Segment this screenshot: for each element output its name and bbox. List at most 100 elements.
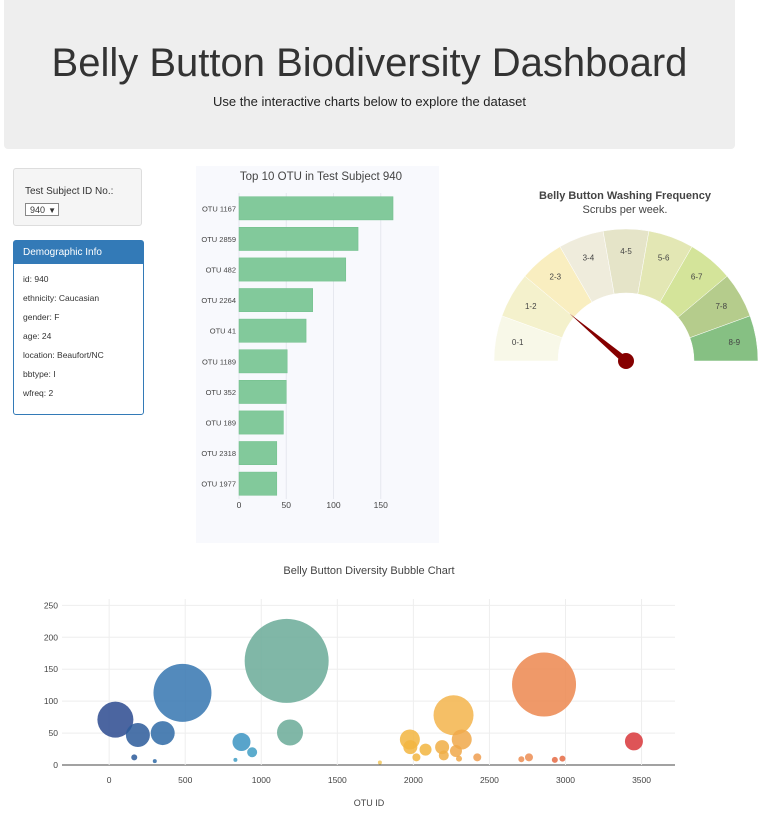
demographic-row: location: Beaufort/NC <box>23 350 104 360</box>
gauge-segment-label: 8-9 <box>729 338 741 347</box>
gauge-segment <box>689 315 759 362</box>
otu-bar[interactable] <box>238 227 359 251</box>
otu-bubble[interactable] <box>433 695 474 736</box>
bar-x-tick-label: 100 <box>326 500 340 510</box>
gauge-needle-hub <box>618 353 634 369</box>
gauge-segment-label: 1-2 <box>525 302 537 311</box>
otu-bubble[interactable] <box>524 753 533 762</box>
otu-bar[interactable] <box>238 410 284 435</box>
bar-category-label: OTU 2318 <box>201 449 236 458</box>
subject-selector-panel: Test Subject ID No.: 940 ▼ <box>13 168 142 226</box>
gauge-segment-label: 0-1 <box>512 338 524 347</box>
otu-bar[interactable] <box>238 471 278 496</box>
bar-category-label: OTU 2859 <box>201 235 236 244</box>
bar-category-label: OTU 41 <box>210 327 236 336</box>
otu-bubble[interactable] <box>518 756 525 763</box>
bubble-x-tick-label: 1000 <box>252 775 271 785</box>
gauge-segment-label: 4-5 <box>620 247 632 256</box>
bar-x-tick-label: 150 <box>374 500 388 510</box>
gauge-needle <box>569 313 629 364</box>
otu-bar[interactable] <box>238 349 288 374</box>
demographic-row: ethnicity: Caucasian <box>23 293 100 303</box>
gauge-segment-label: 7-8 <box>715 302 727 311</box>
otu-bar[interactable] <box>238 441 278 465</box>
otu-bubble[interactable] <box>456 755 463 762</box>
otu-bubble[interactable] <box>403 740 418 755</box>
top-otu-bar-chart: Top 10 OTU in Test Subject 940 OTU 1167 O… <box>196 166 439 543</box>
otu-bubble[interactable] <box>153 663 212 722</box>
demographic-row: gender: F <box>23 312 60 322</box>
otu-bubble[interactable] <box>473 753 482 762</box>
bubble-x-tick-label: 0 <box>107 775 112 785</box>
gauge-title: Belly Button Washing Frequency <box>539 190 712 202</box>
bar-category-label: OTU 1167 <box>202 204 236 213</box>
subject-id-value: 940 <box>30 205 46 215</box>
otu-bar[interactable] <box>238 318 307 343</box>
otu-bubble[interactable] <box>97 701 134 738</box>
bubble-y-tick-label: 200 <box>44 632 58 642</box>
bar-category-label: OTU 1977 <box>201 480 236 489</box>
otu-bubble[interactable] <box>131 754 138 761</box>
bubble-y-tick-label: 0 <box>53 760 58 770</box>
page-title: Belly Button Biodiversity Dashboard <box>51 41 688 85</box>
subject-selector-label: Test Subject ID No.: <box>25 186 114 197</box>
gauge-subtitle: Scrubs per week. <box>583 204 668 216</box>
otu-bar[interactable] <box>238 196 394 221</box>
demographic-row: wfreq: 2 <box>23 388 54 398</box>
bar-category-label: OTU 189 <box>206 419 236 428</box>
bar-chart-title: Top 10 OTU in Test Subject 940 <box>240 171 402 183</box>
washing-frequency-gauge[interactable]: Belly Button Washing Frequency Scrubs pe… <box>488 176 768 376</box>
gauge-segment-label: 6-7 <box>691 273 703 282</box>
otu-bubble[interactable] <box>419 743 432 756</box>
otu-bubble[interactable] <box>551 756 558 763</box>
demographic-row: bbtype: I <box>23 369 56 379</box>
otu-bar[interactable] <box>238 257 347 282</box>
bubble-x-tick-label: 3000 <box>556 775 575 785</box>
otu-bubble[interactable] <box>232 733 251 752</box>
otu-bubble[interactable] <box>247 747 258 758</box>
demographic-panel-title: Demographic Info <box>14 241 143 264</box>
bubble-y-tick-label: 250 <box>44 600 58 610</box>
chevron-down-icon: ▼ <box>48 206 56 215</box>
otu-bubble[interactable] <box>559 755 566 762</box>
otu-bubble[interactable] <box>244 618 329 703</box>
otu-bubble[interactable] <box>438 750 449 761</box>
header-jumbotron: Belly Button Biodiversity Dashboard Use … <box>4 0 735 149</box>
otu-bar[interactable] <box>238 380 287 404</box>
otu-bubble[interactable] <box>624 732 643 751</box>
bubble-x-tick-label: 3500 <box>632 775 651 785</box>
bubble-x-tick-label: 2500 <box>480 775 499 785</box>
bubble-x-tick-label: 1500 <box>328 775 347 785</box>
bar-category-label: OTU 482 <box>206 266 236 275</box>
otu-bubble[interactable] <box>435 740 450 755</box>
otu-bubble[interactable] <box>377 760 382 765</box>
bar-category-label: OTU 1189 <box>202 357 236 366</box>
otu-bubble[interactable] <box>150 721 175 746</box>
diversity-bubble-chart[interactable]: Belly Button Diversity Bubble Chart 0 50 1… <box>0 555 771 839</box>
otu-bubble[interactable] <box>512 652 577 717</box>
otu-bubble[interactable] <box>449 744 462 757</box>
otu-bubble[interactable] <box>125 722 150 747</box>
demographic-row: age: 24 <box>23 331 52 341</box>
bubble-y-tick-label: 50 <box>49 728 59 738</box>
otu-bubble[interactable] <box>412 753 421 762</box>
subject-id-select[interactable]: 940 ▼ <box>25 203 59 216</box>
otu-bar[interactable] <box>238 288 313 312</box>
bubble-y-tick-label: 100 <box>44 696 58 706</box>
bar-category-label: OTU 2264 <box>201 296 236 305</box>
demographic-list: id: 940 ethnicity: Caucasian gender: F age:… <box>14 264 143 403</box>
bubble-x-axis-label: OTU ID <box>354 798 385 808</box>
bubble-chart-title: Belly Button Diversity Bubble Chart <box>283 565 454 577</box>
bar-x-tick-label: 50 <box>282 500 292 510</box>
bubble-y-tick-label: 150 <box>44 664 58 674</box>
bubble-x-tick-label: 2000 <box>404 775 423 785</box>
bubble-x-tick-label: 500 <box>178 775 192 785</box>
otu-bubble[interactable] <box>277 719 304 746</box>
otu-bubble[interactable] <box>152 759 157 764</box>
otu-bubble[interactable] <box>451 729 472 750</box>
gauge-segment-label: 5-6 <box>658 254 670 263</box>
bar-x-tick-label: 0 <box>237 500 242 510</box>
otu-bubble[interactable] <box>233 757 238 762</box>
bar-category-label: OTU 352 <box>206 388 236 397</box>
gauge-segment-label: 3-4 <box>583 254 595 263</box>
